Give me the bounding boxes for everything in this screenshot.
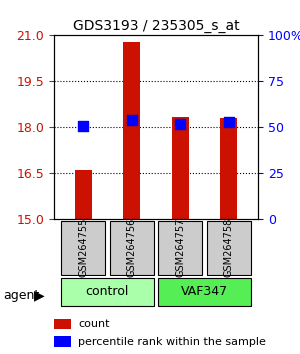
Text: percentile rank within the sample: percentile rank within the sample bbox=[78, 337, 266, 347]
Text: VAF347: VAF347 bbox=[181, 285, 228, 298]
Text: GSM264758: GSM264758 bbox=[224, 218, 234, 278]
FancyBboxPatch shape bbox=[61, 278, 154, 306]
FancyBboxPatch shape bbox=[110, 221, 154, 275]
Text: GSM264757: GSM264757 bbox=[175, 218, 185, 278]
Point bbox=[81, 123, 85, 129]
FancyBboxPatch shape bbox=[158, 278, 251, 306]
Bar bbox=[54, 319, 71, 329]
Point bbox=[129, 117, 134, 123]
Text: control: control bbox=[86, 285, 129, 298]
Point bbox=[178, 121, 183, 127]
Point bbox=[226, 119, 231, 125]
Text: ▶: ▶ bbox=[34, 289, 44, 303]
Text: GSM264755: GSM264755 bbox=[78, 218, 88, 278]
Text: GSM264756: GSM264756 bbox=[127, 218, 137, 278]
Text: agent: agent bbox=[3, 289, 39, 302]
FancyBboxPatch shape bbox=[158, 221, 202, 275]
FancyBboxPatch shape bbox=[61, 221, 105, 275]
Bar bbox=[172, 117, 189, 219]
FancyBboxPatch shape bbox=[207, 221, 251, 275]
Title: GDS3193 / 235305_s_at: GDS3193 / 235305_s_at bbox=[73, 19, 239, 33]
Text: count: count bbox=[78, 319, 110, 329]
Bar bbox=[123, 41, 140, 219]
Bar bbox=[54, 336, 71, 347]
Bar bbox=[220, 118, 237, 219]
Bar bbox=[75, 170, 92, 219]
